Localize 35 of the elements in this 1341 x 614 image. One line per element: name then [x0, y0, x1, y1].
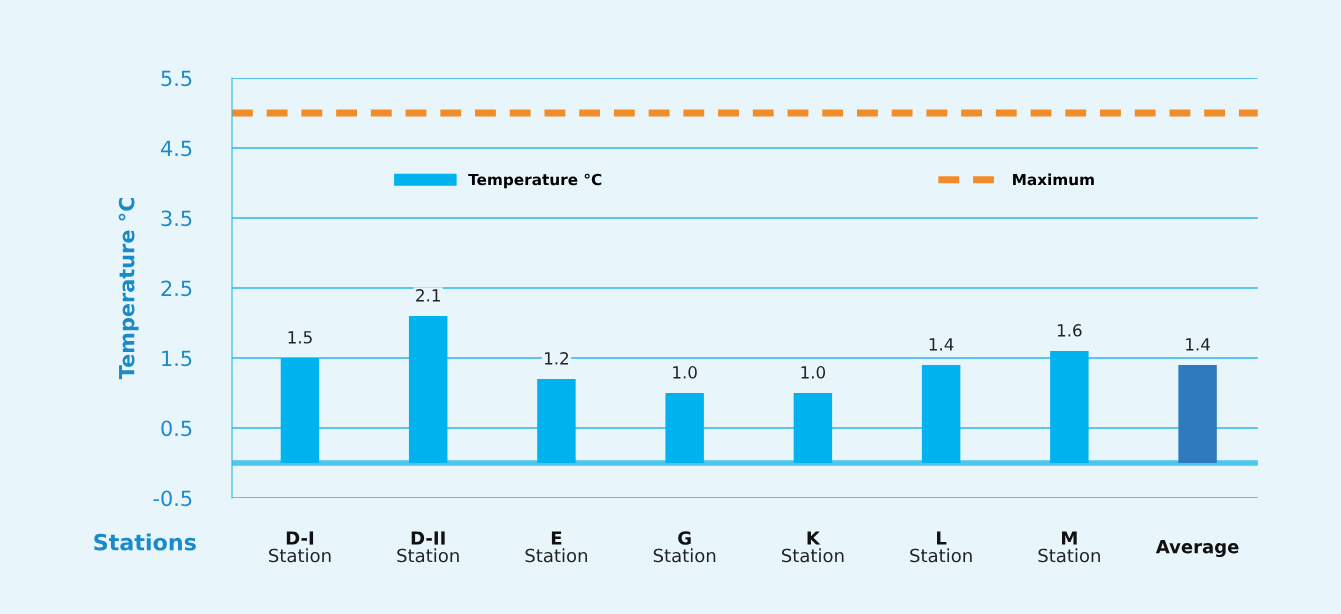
- data-label: 1.0: [673, 366, 697, 379]
- y-tick-label: 1.5: [162, 350, 192, 367]
- bar: [921, 364, 961, 463]
- legend-label: Temperature °C: [468, 173, 602, 189]
- data-label: 1.4: [1186, 338, 1210, 351]
- bar: [793, 392, 833, 463]
- y-tick-label: 4.5: [160, 140, 192, 157]
- data-label: 1.2: [545, 352, 569, 365]
- data-label: 1.6: [1057, 324, 1082, 337]
- y-tick-label: 5.5: [161, 70, 192, 87]
- y-axis-title: Temperature °C: [118, 197, 139, 380]
- data-label: 1.4: [929, 338, 954, 351]
- x-tick-label: Average: [1155, 540, 1239, 558]
- bar: [665, 392, 704, 463]
- x-axis-title: Stations: [94, 533, 196, 551]
- data-label: 1.5: [288, 331, 312, 344]
- y-tick-label: 3.5: [161, 210, 192, 227]
- data-label: 1.0: [801, 366, 826, 379]
- x-tick-label: E Station: [525, 531, 587, 563]
- bar: [280, 357, 320, 463]
- x-tick-label: D-II Station: [397, 531, 459, 563]
- x-tick-label: K Station: [781, 531, 844, 563]
- x-tick-label: M Station: [1038, 531, 1100, 563]
- x-tick-label: L Station: [910, 531, 972, 563]
- y-tick-label: -0.5: [153, 490, 192, 507]
- x-tick-label: G Station: [653, 531, 716, 563]
- bar: [1178, 364, 1217, 463]
- x-tick-label: D-I Station: [269, 531, 331, 563]
- bar: [537, 378, 576, 463]
- y-tick-label: 0.5: [161, 420, 192, 437]
- bar: [1050, 350, 1089, 463]
- bar: [408, 315, 448, 463]
- y-tick-label: 2.5: [161, 280, 192, 297]
- legend-label: Maximum: [1013, 173, 1094, 186]
- data-label: 2.1: [416, 289, 440, 302]
